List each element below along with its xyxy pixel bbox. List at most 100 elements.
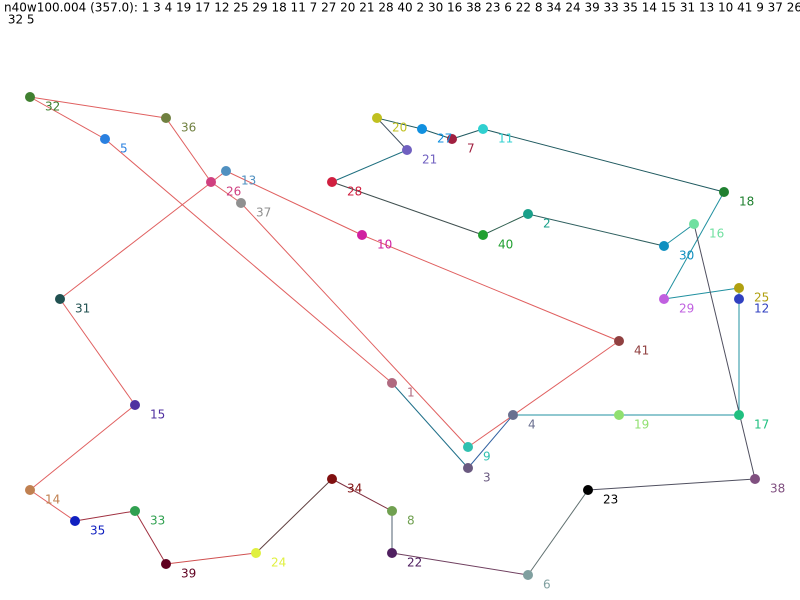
city-label: 35 bbox=[90, 524, 105, 538]
city-label: 7 bbox=[467, 142, 475, 156]
city-node bbox=[236, 198, 246, 208]
city-label: 4 bbox=[528, 418, 536, 432]
city-label: 21 bbox=[422, 153, 437, 167]
tour-edge bbox=[29, 489, 76, 522]
tour-edge bbox=[331, 149, 408, 183]
tour-edge bbox=[467, 340, 620, 448]
tour-edge bbox=[527, 213, 665, 247]
tour-edge bbox=[587, 478, 756, 491]
tour-edge bbox=[331, 181, 484, 236]
tour-edge bbox=[29, 96, 106, 140]
city-node bbox=[478, 230, 488, 240]
city-node bbox=[734, 410, 744, 420]
tour-edge bbox=[255, 478, 333, 554]
city-label: 22 bbox=[407, 556, 422, 570]
nodes: 1234567891011121314151617181920212223242… bbox=[25, 92, 785, 592]
tour-edge bbox=[104, 138, 393, 384]
city-label: 9 bbox=[483, 450, 491, 464]
tour-edge bbox=[29, 404, 136, 491]
tour-edge bbox=[482, 213, 529, 236]
city-label: 37 bbox=[256, 206, 271, 220]
tour-edge bbox=[663, 223, 695, 247]
city-label: 20 bbox=[392, 121, 407, 135]
tour-edge bbox=[391, 382, 469, 469]
tour-edge bbox=[482, 128, 725, 193]
city-node bbox=[327, 474, 337, 484]
city-node bbox=[463, 463, 473, 473]
city-node bbox=[689, 219, 699, 229]
city-label: 25 bbox=[754, 291, 769, 305]
city-node bbox=[25, 92, 35, 102]
header-line: 32 5 bbox=[4, 13, 35, 27]
city-node bbox=[734, 283, 744, 293]
city-label: 8 bbox=[407, 514, 415, 528]
city-label: 36 bbox=[181, 121, 196, 135]
city-node bbox=[387, 506, 397, 516]
tour-edge bbox=[210, 181, 242, 204]
city-label: 31 bbox=[75, 302, 90, 316]
tour-edge bbox=[134, 510, 167, 565]
city-node bbox=[463, 442, 473, 452]
tour-edge bbox=[376, 117, 423, 130]
tour-edge bbox=[527, 489, 589, 576]
city-label: 6 bbox=[543, 578, 551, 592]
city-label: 24 bbox=[271, 556, 286, 570]
city-node bbox=[614, 336, 624, 346]
city-node bbox=[327, 177, 337, 187]
city-node bbox=[734, 294, 744, 304]
tour-edge bbox=[376, 117, 408, 151]
tour-edge bbox=[421, 128, 453, 140]
header-line: n40w100.004 (357.0): 1 3 4 19 17 12 25 2… bbox=[4, 1, 800, 15]
city-label: 10 bbox=[377, 238, 392, 252]
city-node bbox=[55, 294, 65, 304]
city-label: 23 bbox=[603, 493, 618, 507]
city-node bbox=[402, 145, 412, 155]
city-label: 34 bbox=[347, 482, 362, 496]
tour-edge bbox=[74, 510, 136, 522]
city-node bbox=[523, 570, 533, 580]
city-label: 18 bbox=[739, 195, 754, 209]
tour-edge bbox=[165, 552, 257, 565]
city-label: 12 bbox=[754, 302, 769, 316]
tour-edge bbox=[59, 298, 136, 406]
city-label: 17 bbox=[754, 418, 769, 432]
city-label: 16 bbox=[709, 227, 724, 241]
tour-edge bbox=[225, 170, 363, 236]
city-node bbox=[417, 124, 427, 134]
city-node bbox=[508, 410, 518, 420]
city-label: 33 bbox=[150, 514, 165, 528]
city-node bbox=[719, 187, 729, 197]
city-node bbox=[130, 506, 140, 516]
city-label: 1 bbox=[407, 386, 415, 400]
city-label: 5 bbox=[120, 142, 128, 156]
city-label: 38 bbox=[770, 482, 785, 496]
city-node bbox=[70, 516, 80, 526]
city-label: 3 bbox=[483, 471, 491, 485]
city-node bbox=[614, 410, 624, 420]
tour-edge bbox=[467, 414, 514, 469]
city-label: 2 bbox=[543, 217, 551, 231]
city-label: 29 bbox=[679, 302, 694, 316]
city-node bbox=[659, 241, 669, 251]
tour-edge bbox=[693, 223, 756, 480]
city-node bbox=[206, 177, 216, 187]
tour-edge bbox=[165, 117, 212, 183]
city-label: 28 bbox=[347, 185, 362, 199]
city-node bbox=[251, 548, 261, 558]
city-node bbox=[447, 134, 457, 144]
tour-edge bbox=[663, 287, 740, 300]
city-node bbox=[372, 113, 382, 123]
tour-edge bbox=[240, 202, 469, 448]
city-label: 19 bbox=[634, 418, 649, 432]
city-label: 26 bbox=[226, 185, 241, 199]
city-node bbox=[387, 548, 397, 558]
tour-edge bbox=[391, 552, 529, 576]
city-label: 39 bbox=[181, 567, 196, 581]
city-label: 27 bbox=[437, 132, 452, 146]
city-label: 40 bbox=[498, 238, 513, 252]
tour-edge bbox=[663, 191, 725, 300]
city-node bbox=[161, 113, 171, 123]
city-label: 14 bbox=[45, 493, 60, 507]
